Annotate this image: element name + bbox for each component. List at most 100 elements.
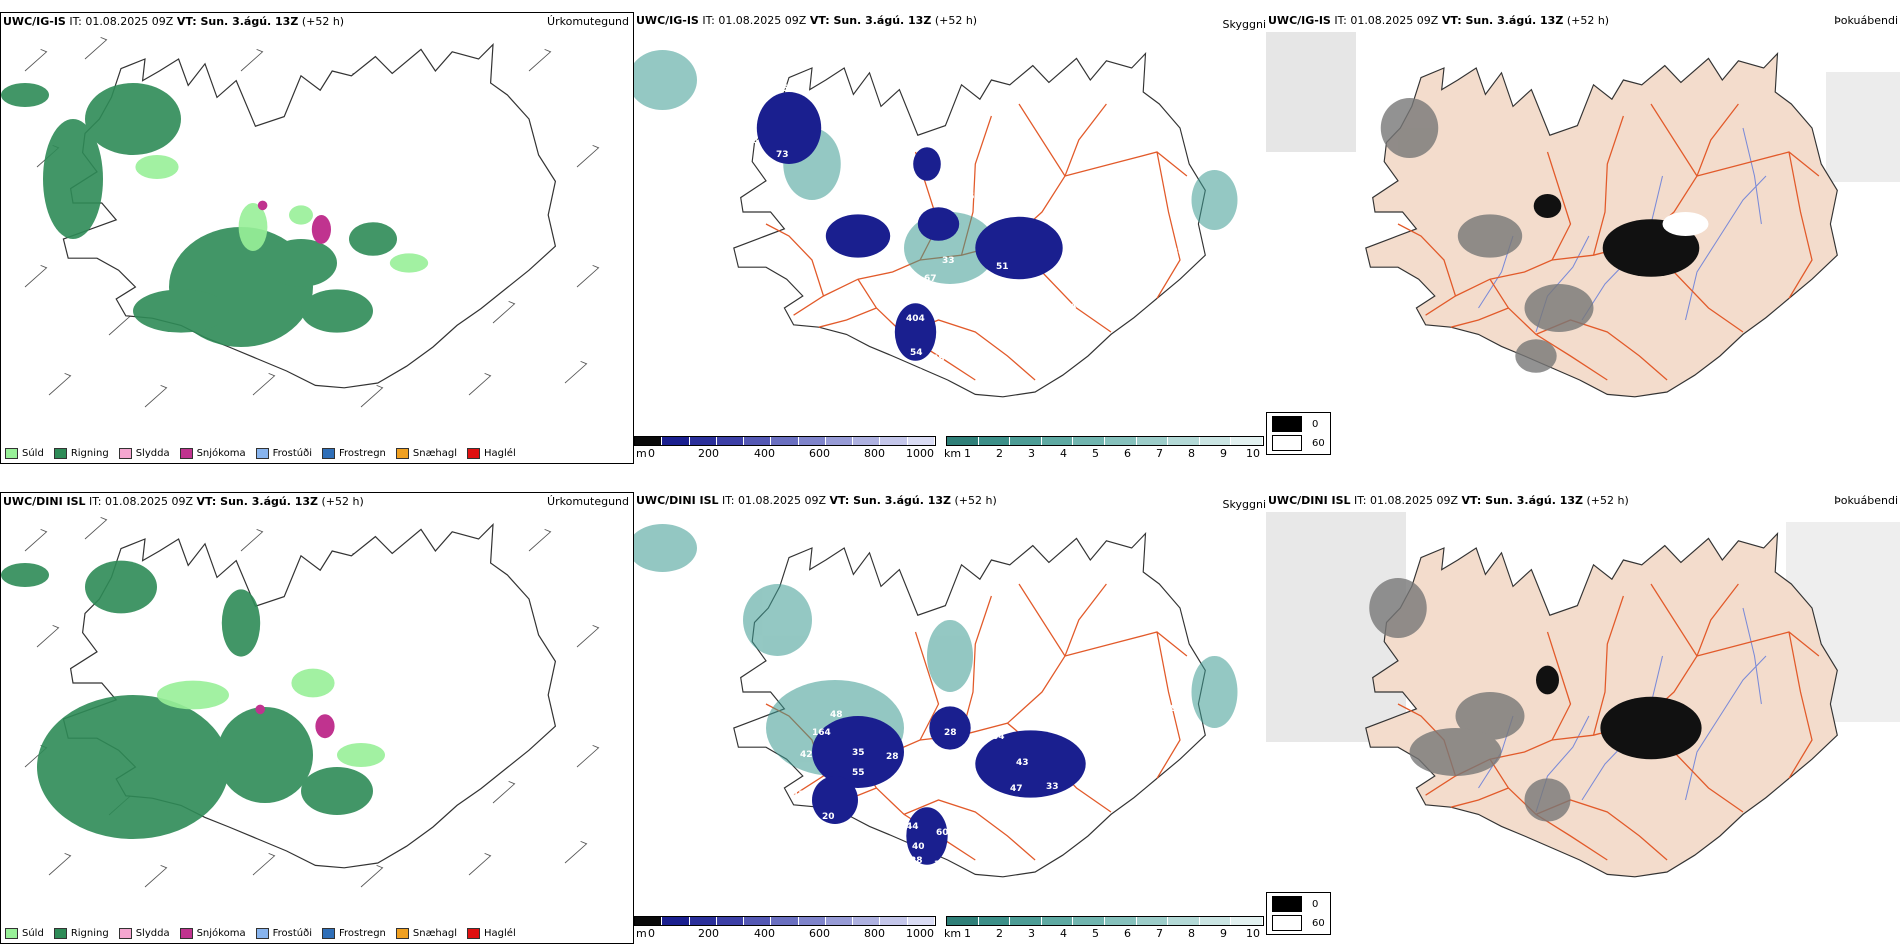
tick-label: 3 — [1028, 447, 1035, 460]
swatch — [467, 928, 481, 939]
cloud-value: 28 — [944, 728, 957, 738]
tick-label: 2 — [996, 927, 1003, 940]
fog-legend-row: 60 — [1272, 915, 1325, 931]
cloud-value: 60 — [936, 828, 949, 838]
cloud-value: 29 — [930, 386, 943, 396]
cloud-value: 64 — [992, 732, 1005, 742]
cloud-value: 64 — [706, 142, 719, 152]
cloud-value: 68 — [730, 616, 743, 626]
fog-legend: 0 60 — [1266, 892, 1331, 935]
tick-label: 0 — [648, 447, 655, 460]
tick-label: 1 — [964, 927, 971, 940]
cloud-value: 43 — [942, 150, 955, 160]
tick-label: 800 — [864, 447, 885, 460]
cloud-value: 43 — [1016, 758, 1029, 768]
tick-label: m — [636, 447, 647, 460]
fog-legend-row: 0 — [1272, 416, 1325, 432]
legend-item-freezing-rain: Frostregn — [322, 448, 386, 459]
cloud-value: 55 — [852, 768, 865, 778]
tick-label: 200 — [698, 447, 719, 460]
cloud-value: 20 — [1058, 810, 1071, 820]
tick-label: 400 — [754, 447, 775, 460]
swatch — [395, 928, 409, 939]
tick-label: 1000 — [906, 927, 934, 940]
precip-map-panel: UWC/IG-IS IT: 01.08.2025 09Z VT: Sun. 3.… — [0, 12, 634, 464]
precip-title: Úrkomutegund — [547, 495, 629, 508]
cloud-value: 19 — [1150, 270, 1163, 280]
tick-label: 3 — [1028, 927, 1035, 940]
swatch — [322, 928, 335, 939]
swatch — [395, 448, 409, 459]
tick-label: km — [944, 447, 962, 460]
visibility-colorbar-ticks: km 1 2 3 4 5 6 7 8 9 10 — [944, 926, 1264, 940]
tick-label: 8 — [1188, 447, 1195, 460]
height-colorbar-strip — [634, 436, 936, 446]
cloud-value: 40 — [912, 842, 925, 852]
cloud-value: 43 — [792, 790, 805, 800]
cloud-value: 88 — [716, 160, 729, 170]
tick-label: 4 — [1060, 927, 1067, 940]
cloud-value: 54 — [910, 348, 923, 358]
tick-label: 7 — [1156, 927, 1163, 940]
cloud-value: 58 — [1164, 704, 1177, 714]
cloud-value: 35 — [1114, 750, 1127, 760]
panel-header: UWC/IG-IS IT: 01.08.2025 09Z VT: Sun. 3.… — [636, 14, 978, 27]
cloud-value: 63 — [928, 748, 941, 758]
visibility-colorbar: km 1 2 3 4 5 6 7 8 9 10 — [944, 436, 1264, 460]
legend-item-drizzle: Súld — [5, 448, 44, 459]
legend-item-hail: Haglél — [467, 448, 516, 459]
swatch — [1272, 435, 1302, 451]
tick-label: km — [944, 927, 962, 940]
cloud-value: 88 — [746, 136, 759, 146]
tick-label: 1 — [964, 447, 971, 460]
panel-header: UWC/DINI ISL IT: 01.08.2025 09Z VT: Sun.… — [636, 494, 997, 507]
height-colorbar: m 0 200 400 600 800 1000 — [634, 436, 936, 460]
cloud-value: 33 — [882, 280, 895, 290]
cloud-value: 42 — [1128, 258, 1141, 268]
precip-map — [1, 516, 600, 888]
tick-label: 6 — [1124, 927, 1131, 940]
tick-label: m — [636, 927, 647, 940]
tick-label: 600 — [809, 447, 830, 460]
cloud-title: Skyggni — [1222, 18, 1266, 31]
cloud-value: 102 — [732, 160, 751, 170]
legend-item-drizzle: Súld — [5, 928, 44, 939]
cloud-value: 50 — [730, 127, 743, 137]
cloud-value: 164 — [812, 728, 831, 738]
legend-item-snow-pellets: Snæhagl — [395, 448, 457, 459]
legend-item-freezing-rain: Frostregn — [322, 928, 386, 939]
cloud-map-panel: UWC/IG-IS IT: 01.08.2025 09Z VT: Sun. 3.… — [634, 12, 1266, 464]
swatch — [5, 448, 18, 459]
swatch — [1272, 416, 1302, 432]
swatch — [5, 928, 18, 939]
cloud-value: 55 — [962, 192, 975, 202]
cloud-value: 41 — [1002, 288, 1015, 298]
swatch — [1272, 896, 1302, 912]
cloud-value: 47 — [1010, 784, 1023, 794]
swatch — [53, 448, 67, 459]
tick-label: 600 — [809, 927, 830, 940]
fog-title: Þokuábendi — [1834, 494, 1898, 507]
visibility-colorbar-strip — [946, 916, 1264, 926]
cloud-value: 58 — [892, 256, 905, 266]
cloud-map — [634, 50, 1238, 398]
cloud-value-labels: 55 50 60 88 64 73 102 88 43 55 58 33 33 … — [634, 12, 1266, 464]
cloud-value: 50 — [1172, 248, 1185, 258]
tick-label: 10 — [1246, 447, 1260, 460]
cloud-value: 31 — [800, 826, 813, 836]
cloud-value: 67 — [924, 274, 937, 284]
swatch — [322, 448, 335, 459]
cloud-value: 58 — [932, 354, 945, 364]
cloud-value: 20 — [1062, 340, 1075, 350]
cloud-map — [634, 524, 1238, 878]
tick-label: 8 — [1188, 927, 1195, 940]
tick-label: 200 — [698, 927, 719, 940]
panel-header: UWC/IG-IS IT: 01.08.2025 09Z VT: Sun. 3.… — [3, 15, 345, 28]
cloud-value: 28 — [910, 856, 923, 866]
tick-label: 4 — [1060, 447, 1067, 460]
fog-map — [1266, 512, 1900, 878]
swatch — [467, 448, 481, 459]
cloud-value: 41 — [906, 732, 919, 742]
precip-map-panel-2: UWC/DINI ISL IT: 01.08.2025 09Z VT: Sun.… — [0, 492, 634, 944]
legend-item-snow: Snjókoma — [179, 928, 246, 939]
